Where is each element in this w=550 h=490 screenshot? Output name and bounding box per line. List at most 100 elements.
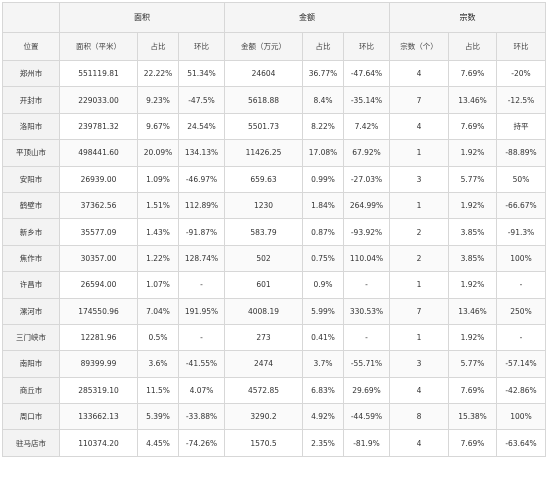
cell-amount-wan: 601 <box>224 271 303 299</box>
cell-amount-mom: -35.14% <box>343 86 390 114</box>
table-row: 焦作市 30357.00 1.22% 128.74% 502 0.75% 110.04% 2 3… <box>2 244 546 273</box>
cell-area-sqm: 174550.96 <box>59 297 138 325</box>
cell-city: 安阳市 <box>2 165 60 193</box>
cell-area-share: 7.04% <box>137 297 179 325</box>
cell-amount-share: 8.4% <box>302 86 344 114</box>
cell-area-mom: 128.74% <box>178 244 225 273</box>
cell-amount-mom: 264.99% <box>343 191 390 220</box>
cell-area-share: 0.5% <box>137 323 179 352</box>
table-row: 漯河市 174550.96 7.04% 191.95% 4008.19 5.99% 330.… <box>2 297 546 325</box>
column-header-area-mom: 环比 <box>178 32 225 61</box>
cell-area-share: 3.6% <box>137 350 179 378</box>
cell-city: 三门峡市 <box>2 323 60 352</box>
cell-amount-wan: 5618.88 <box>224 86 303 114</box>
cell-amount-mom: - <box>343 271 390 299</box>
cell-area-sqm: 551119.81 <box>59 59 138 88</box>
column-header-location: 位置 <box>2 32 60 61</box>
cell-count-mom: -20% <box>496 59 546 88</box>
cell-count-share: 3.85% <box>448 244 497 273</box>
cell-count-units: 3 <box>389 165 449 193</box>
cell-area-sqm: 229033.00 <box>59 86 138 114</box>
cell-area-sqm: 37362.56 <box>59 191 138 220</box>
cell-area-mom: 191.95% <box>178 297 225 325</box>
table-row: 安阳市 26939.00 1.09% -46.97% 659.63 0.99% -27.03… <box>2 165 546 193</box>
cell-count-units: 4 <box>389 112 449 141</box>
cell-count-units: 1 <box>389 271 449 299</box>
column-header-amount-share: 占比 <box>302 32 344 61</box>
cell-area-sqm: 239781.32 <box>59 112 138 141</box>
cell-city: 南阳市 <box>2 350 60 378</box>
column-header-count-units: 宗数（个） <box>389 32 449 61</box>
cell-count-units: 2 <box>389 218 449 246</box>
cell-area-sqm: 285319.10 <box>59 376 138 405</box>
cell-area-share: 5.39% <box>137 403 179 431</box>
table-row: 许昌市 26594.00 1.07% -601 0.9% -1 1.92% - <box>2 271 546 299</box>
cell-count-share: 1.92% <box>448 271 497 299</box>
cell-area-mom: -91.87% <box>178 218 225 246</box>
cell-amount-wan: 659.63 <box>224 165 303 193</box>
cell-count-mom: 持平 <box>496 112 546 141</box>
cell-count-units: 8 <box>389 403 449 431</box>
column-header-amount-mom: 环比 <box>343 32 390 61</box>
cell-count-units: 3 <box>389 350 449 378</box>
cell-city: 驻马店市 <box>2 429 60 457</box>
cell-amount-wan: 502 <box>224 244 303 273</box>
cell-amount-share: 4.92% <box>302 403 344 431</box>
cell-area-share: 11.5% <box>137 376 179 405</box>
cell-amount-wan: 1230 <box>224 191 303 220</box>
cell-amount-wan: 3290.2 <box>224 403 303 431</box>
cell-area-mom: -33.88% <box>178 403 225 431</box>
cell-count-mom: - <box>496 323 546 352</box>
cell-city: 新乡市 <box>2 218 60 246</box>
cell-area-sqm: 89399.99 <box>59 350 138 378</box>
cell-amount-wan: 273 <box>224 323 303 352</box>
cell-count-mom: -91.3% <box>496 218 546 246</box>
cell-amount-wan: 583.79 <box>224 218 303 246</box>
cell-amount-mom: 7.42% <box>343 112 390 141</box>
cell-count-units: 7 <box>389 297 449 325</box>
cell-area-mom: 24.54% <box>178 112 225 141</box>
cell-amount-share: 1.84% <box>302 191 344 220</box>
cell-count-share: 13.46% <box>448 86 497 114</box>
cell-amount-mom: -81.9% <box>343 429 390 457</box>
cell-count-share: 1.92% <box>448 139 497 167</box>
cell-count-mom: -42.86% <box>496 376 546 405</box>
cell-area-mom: 51.34% <box>178 59 225 88</box>
cell-amount-wan: 5501.73 <box>224 112 303 141</box>
cell-area-mom: 4.07% <box>178 376 225 405</box>
cell-area-sqm: 498441.60 <box>59 139 138 167</box>
cell-area-share: 9.67% <box>137 112 179 141</box>
cell-area-sqm: 12281.96 <box>59 323 138 352</box>
cell-count-units: 2 <box>389 244 449 273</box>
table-row: 商丘市 285319.10 11.5% 4.07% 4572.85 6.83% 29.69%… <box>2 376 546 405</box>
cell-amount-mom: -27.03% <box>343 165 390 193</box>
cell-count-units: 4 <box>389 376 449 405</box>
cell-area-mom: - <box>178 323 225 352</box>
cell-count-units: 7 <box>389 86 449 114</box>
cell-count-share: 1.92% <box>448 323 497 352</box>
cell-count-share: 5.77% <box>448 350 497 378</box>
cell-amount-mom: -47.64% <box>343 59 390 88</box>
cell-amount-mom: -44.59% <box>343 403 390 431</box>
cell-area-mom: 112.89% <box>178 191 225 220</box>
cell-area-share: 20.09% <box>137 139 179 167</box>
cell-count-mom: 250% <box>496 297 546 325</box>
table-row: 驻马店市 110374.20 4.45% -74.26% 1570.5 2.35% -81.… <box>2 429 546 457</box>
cell-amount-mom: 110.04% <box>343 244 390 273</box>
cell-count-mom: -66.67% <box>496 191 546 220</box>
table-row: 周口市 133662.13 5.39% -33.88% 3290.2 4.92% -44.5… <box>2 403 546 431</box>
cell-count-mom: - <box>496 271 546 299</box>
cell-amount-wan: 4008.19 <box>224 297 303 325</box>
cell-area-share: 1.51% <box>137 191 179 220</box>
table-row: 郑州市 551119.81 22.22% 51.34% 24604 36.77% -47.6… <box>2 59 546 88</box>
cell-amount-mom: 29.69% <box>343 376 390 405</box>
column-header-area-sqm: 面积（平米） <box>59 32 138 61</box>
cell-amount-share: 36.77% <box>302 59 344 88</box>
cell-amount-share: 0.99% <box>302 165 344 193</box>
cell-city: 鹤壁市 <box>2 191 60 220</box>
cell-city: 平顶山市 <box>2 139 60 167</box>
cell-amount-mom: - <box>343 323 390 352</box>
table-body: 郑州市 551119.81 22.22% 51.34% 24604 36.77% -47.6… <box>2 59 546 457</box>
cell-count-share: 7.69% <box>448 59 497 88</box>
cell-area-mom: -46.97% <box>178 165 225 193</box>
